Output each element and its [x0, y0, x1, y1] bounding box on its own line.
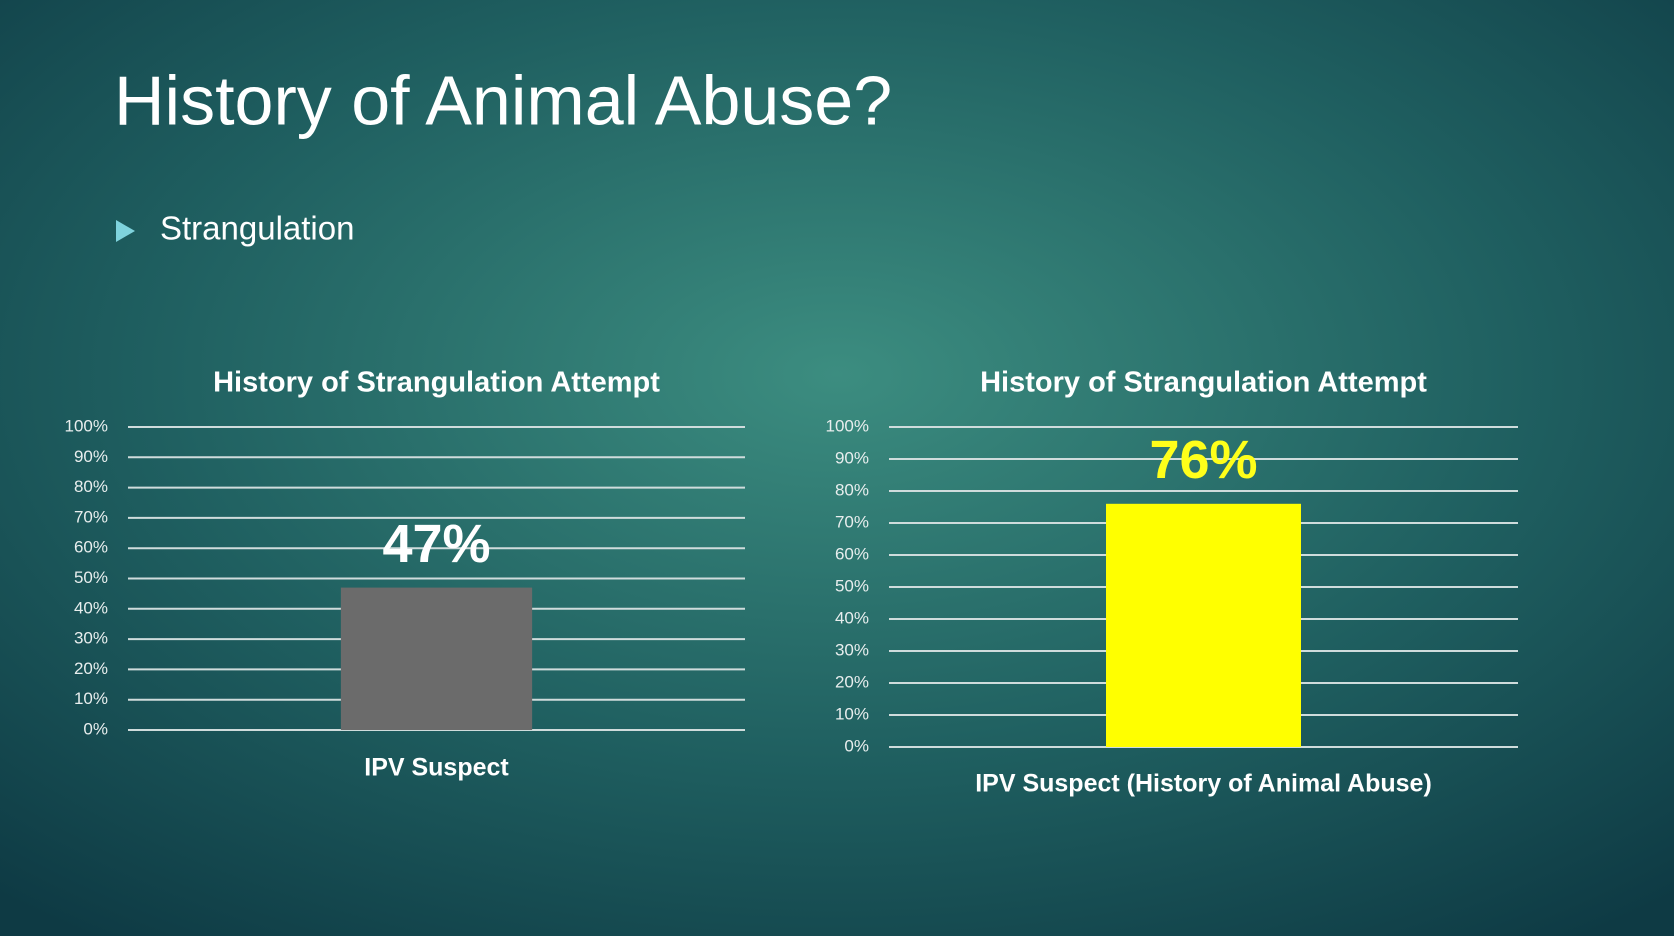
- x-tick-label: IPV Suspect: [364, 754, 509, 782]
- y-tick-label: 50%: [74, 568, 108, 587]
- value-label: 47%: [382, 514, 490, 574]
- y-tick-label: 20%: [835, 672, 869, 691]
- value-label: 76%: [1149, 430, 1257, 490]
- y-tick-label: 70%: [74, 507, 108, 526]
- y-tick-label: 60%: [74, 538, 108, 557]
- y-tick-label: 30%: [74, 629, 108, 648]
- bar: [340, 587, 533, 730]
- y-tick-label: 100%: [826, 416, 869, 435]
- y-tick-label: 10%: [835, 704, 869, 723]
- bar: [1106, 503, 1301, 747]
- chart-title: History of Strangulation Attempt: [980, 367, 1427, 399]
- y-tick-label: 90%: [74, 447, 108, 466]
- y-tick-label: 30%: [835, 640, 869, 659]
- bullet-text: Strangulation: [160, 210, 354, 247]
- y-tick-label: 80%: [835, 480, 869, 499]
- y-tick-label: 70%: [835, 512, 869, 531]
- y-tick-label: 40%: [835, 608, 869, 627]
- chart-title: History of Strangulation Attempt: [213, 367, 660, 399]
- y-tick-label: 0%: [844, 736, 869, 755]
- y-tick-label: 90%: [835, 448, 869, 467]
- slide-title: History of Animal Abuse?: [114, 61, 892, 139]
- y-tick-label: 100%: [65, 416, 108, 435]
- y-tick-label: 60%: [835, 544, 869, 563]
- y-tick-label: 10%: [74, 689, 108, 708]
- y-tick-label: 80%: [74, 477, 108, 496]
- y-tick-label: 40%: [74, 598, 108, 617]
- y-tick-label: 50%: [835, 576, 869, 595]
- x-tick-label: IPV Suspect (History of Animal Abuse): [975, 770, 1432, 798]
- bullet-icon: [116, 220, 135, 242]
- y-tick-label: 0%: [83, 719, 108, 738]
- y-tick-label: 20%: [74, 659, 108, 678]
